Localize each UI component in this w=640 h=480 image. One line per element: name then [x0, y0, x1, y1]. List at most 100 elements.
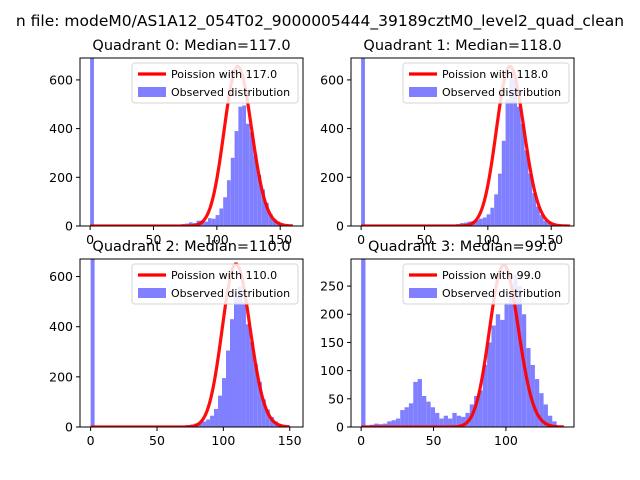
y-tick-label: 0	[65, 420, 73, 435]
y-tick-label: 400	[49, 121, 73, 136]
histogram-bar	[229, 319, 234, 427]
histogram-bar	[241, 301, 246, 427]
histogram-bar	[234, 131, 239, 226]
histogram-bar	[500, 319, 505, 427]
legend-patch-swatch	[409, 288, 437, 298]
quadrant-3-title: Quadrant 3: Median=99.0	[368, 239, 557, 255]
histogram-bar	[206, 419, 211, 427]
x-tick-label: 0	[357, 232, 365, 247]
histogram-bar	[404, 407, 409, 427]
figure-suptitle: n file: modeM0/AS1A12_054T02_9000005444_…	[16, 12, 624, 31]
quadrant-1-axes-frame	[350, 57, 575, 227]
histogram-bar	[242, 105, 246, 226]
histogram-bar	[482, 364, 488, 427]
x-tick-label: 100	[494, 433, 518, 448]
histogram-bar	[222, 378, 227, 427]
histogram-bar	[497, 173, 502, 226]
zero-count-spike	[361, 259, 366, 427]
histogram-bar	[543, 220, 548, 226]
histogram-bar	[509, 77, 514, 226]
histogram-bar	[210, 415, 215, 427]
histogram-bar	[400, 410, 405, 427]
histogram-bar	[482, 217, 487, 226]
histogram-bar	[478, 218, 483, 226]
histogram-bar	[478, 390, 483, 427]
legend-label-poisson: Poission with 118.0	[442, 68, 548, 81]
zero-count-spike	[90, 259, 95, 427]
histogram-bar	[204, 221, 208, 226]
histogram-bar	[230, 157, 235, 226]
histogram-bar	[456, 415, 462, 427]
legend-label-observed: Observed distribution	[171, 86, 290, 99]
quadrant-0-legend: Poission with 117.0 Observed distribution	[131, 62, 299, 104]
legend-label-poisson: Poission with 117.0	[171, 68, 277, 81]
histogram-bar	[535, 206, 540, 226]
histogram-bar	[238, 106, 243, 226]
histogram-bar	[387, 421, 392, 427]
quadrant-0-title: Quadrant 0: Median=117.0	[92, 38, 290, 54]
quadrant-1-title: Quadrant 1: Median=118.0	[363, 38, 561, 54]
histogram-bar	[272, 219, 277, 226]
histogram-bar	[486, 214, 491, 226]
histogram-bar	[226, 350, 230, 427]
histogram-bar	[517, 286, 522, 427]
y-tick-label: 0	[65, 219, 73, 234]
y-tick-label: 600	[49, 72, 73, 87]
histogram-bar	[391, 420, 396, 427]
histogram-bar	[382, 423, 388, 427]
x-tick-label: 150	[539, 232, 563, 247]
histogram-bar	[408, 403, 414, 427]
histogram-bar	[421, 395, 427, 427]
histogram-bar	[487, 342, 492, 427]
histogram-bar	[474, 395, 479, 427]
histogram-bar	[218, 395, 223, 427]
histogram-bar	[491, 325, 496, 427]
x-tick-label: 50	[417, 232, 433, 247]
histogram-bar	[501, 140, 506, 226]
legend-box	[402, 62, 570, 104]
y-tick-label: 400	[49, 319, 73, 334]
y-tick-label: 600	[320, 72, 344, 87]
legend-patch-swatch	[138, 87, 166, 97]
histogram-bar	[245, 324, 250, 427]
histogram-bar	[439, 418, 444, 427]
legend-patch-swatch	[138, 288, 166, 298]
y-tick-label: 150	[320, 335, 344, 350]
legend-label-poisson: Poission with 99.0	[442, 269, 541, 282]
quadrant-2-axes-frame	[79, 258, 304, 428]
legend-patch-swatch	[409, 87, 437, 97]
zero-count-spike	[90, 58, 94, 226]
zero-count-spike	[361, 58, 365, 226]
histogram-bar	[417, 379, 422, 427]
histogram-bar	[528, 173, 533, 226]
quadrant-1-legend: Poission with 118.0 Observed distribution	[402, 62, 570, 104]
legend-label-observed: Observed distribution	[442, 86, 561, 99]
histogram-bar	[211, 218, 216, 226]
y-tick-label: 200	[320, 170, 344, 185]
histogram-bar	[265, 409, 270, 427]
legend-box	[402, 263, 570, 305]
histogram-bar	[508, 291, 514, 427]
histogram-bar	[268, 213, 273, 226]
histogram-bar	[249, 341, 254, 427]
histogram-bar	[207, 218, 212, 226]
histogram-bar	[257, 174, 262, 226]
histogram-bar	[552, 421, 557, 427]
histogram-bar	[233, 296, 238, 427]
x-tick-label: 150	[278, 433, 302, 448]
histogram-bar	[374, 423, 379, 427]
histogram-bar	[395, 418, 401, 427]
histogram-bar	[475, 220, 479, 226]
y-tick-label: 400	[320, 121, 344, 136]
histogram-bar	[490, 207, 495, 226]
y-tick-label: 0	[336, 420, 344, 435]
histogram-bar	[214, 408, 219, 427]
legend-label-observed: Observed distribution	[171, 287, 290, 300]
histogram-bar	[430, 407, 435, 427]
quadrant-3-panel: Quadrant 3: Median=99.0 0 50 100 0 50 100 150 2…	[320, 239, 575, 448]
quadrant-0-axes-frame	[79, 57, 304, 227]
y-tick-label: 200	[49, 369, 73, 384]
histogram-bar	[202, 421, 207, 427]
y-tick-label: 250	[320, 279, 344, 294]
